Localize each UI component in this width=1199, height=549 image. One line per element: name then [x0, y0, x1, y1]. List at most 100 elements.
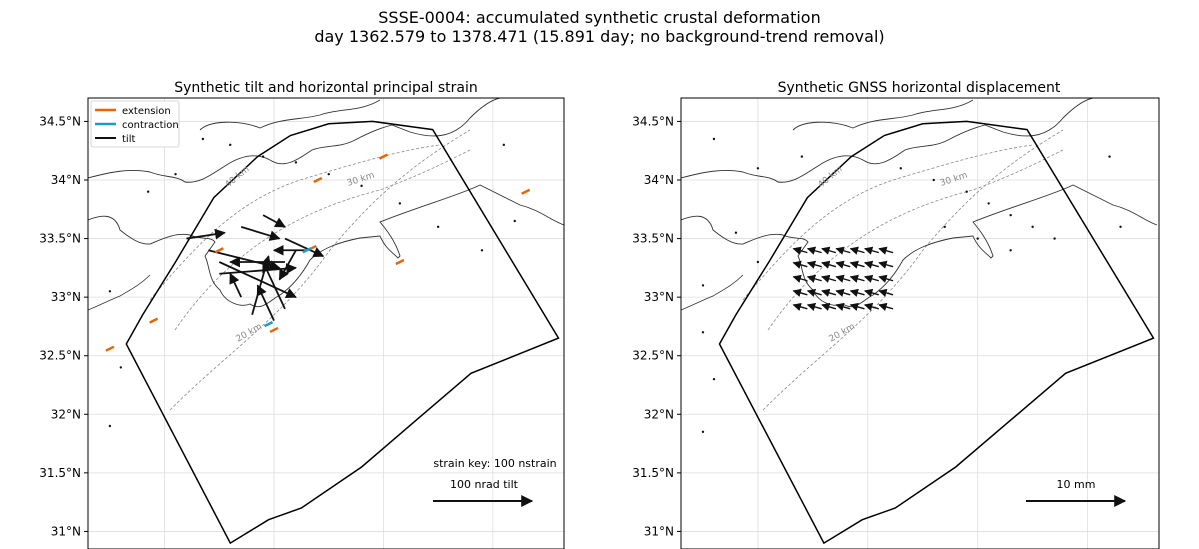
gnss-vector: [878, 246, 894, 255]
legend-tilt: tilt: [122, 134, 135, 145]
strain-bar: [269, 326, 279, 334]
y-tick-label: 32°N: [51, 407, 81, 421]
depth-contours: [742, 129, 1064, 411]
station-dot: [108, 424, 112, 428]
station-dot: [108, 290, 112, 293]
gnss-vector: [792, 274, 808, 283]
gnss-vector: [878, 274, 894, 283]
strain-bar: [149, 317, 159, 324]
gridlines: [681, 98, 1159, 549]
contour-label-40km: 40 km: [817, 164, 845, 190]
tilt-vector: [229, 272, 243, 298]
gnss-vector: [863, 288, 879, 297]
gnss-vector: [863, 246, 879, 255]
gnss-vector: [863, 260, 879, 269]
station-dot: [174, 172, 177, 176]
figure-title-line2: day 1362.579 to 1378.471 (15.891 day; no…: [314, 27, 885, 46]
coastline: [681, 98, 1158, 311]
station-dot: [398, 202, 402, 205]
station-dot: [712, 137, 716, 141]
gnss-vector: [806, 302, 822, 311]
y-tick-label: 31.5°N: [632, 466, 674, 480]
gnss-vector: [806, 288, 822, 297]
station-dot: [1031, 225, 1034, 229]
y-tick-label: 33.5°N: [39, 232, 81, 246]
station-dot: [201, 137, 205, 141]
axis-ticks: 132°E133°E134°E135°E31°N31.5°N32°N32.5°N…: [39, 114, 88, 538]
fault-polygon: [125, 120, 560, 545]
gnss-vector: [821, 302, 837, 311]
panel-gnss: Synthetic GNSS horizontal displacement 1…: [632, 80, 1160, 549]
gnss-vector: [821, 274, 837, 283]
gnss-vector: [806, 274, 822, 283]
gnss-vector: [849, 302, 865, 311]
tilt-vectors: [186, 214, 325, 321]
station-dot: [734, 231, 738, 234]
y-tick-label: 33°N: [644, 290, 674, 304]
strain-bars: [105, 153, 531, 352]
tilt-vector: [240, 225, 281, 241]
gnss-vector: [835, 302, 851, 311]
y-tick-label: 32.5°N: [39, 349, 81, 363]
y-tick-label: 34.5°N: [632, 114, 674, 128]
gnss-vector: [821, 246, 837, 255]
station-dot: [1119, 225, 1122, 229]
station-dot: [756, 260, 760, 264]
tilt-vector: [186, 228, 226, 240]
station-dot: [294, 161, 298, 164]
strain-bar: [395, 258, 405, 266]
panel-title-gnss: Synthetic GNSS horizontal displacement: [778, 80, 1061, 96]
axis-ticks: 132°E133°E134°E135°E31°N31.5°N32°N32.5°N…: [632, 114, 681, 538]
station-dot: [701, 430, 705, 434]
station-dot: [436, 225, 440, 229]
station-dot: [899, 167, 902, 170]
y-tick-label: 34°N: [51, 173, 81, 187]
y-tick-label: 31.5°N: [39, 466, 81, 480]
station-dot: [943, 225, 946, 229]
tilt-vector: [218, 261, 297, 298]
gnss-vector: [821, 288, 837, 297]
station-dot: [480, 249, 484, 252]
station-dot: [513, 219, 516, 223]
y-tick-label: 34°N: [644, 173, 674, 187]
station-dot: [932, 178, 935, 182]
fault-polygon: [718, 120, 1155, 545]
station-dot: [1009, 249, 1012, 252]
tilt-vector: [284, 237, 325, 257]
gnss-vector: [878, 260, 894, 269]
gnss-vector: [849, 246, 865, 255]
y-tick-label: 32.5°N: [632, 349, 674, 363]
station-dot: [360, 184, 363, 188]
station-dot: [119, 366, 123, 369]
contour-label-40km: 40 km: [224, 164, 252, 190]
tilt-vector: [251, 255, 272, 315]
legend-contraction: contraction: [122, 120, 179, 131]
station-dot: [756, 167, 760, 170]
station-dot: [800, 155, 804, 158]
strain-bar: [214, 247, 224, 254]
station-dot: [1108, 155, 1111, 158]
station-dots: [108, 137, 516, 428]
gnss-vector: [863, 302, 879, 311]
gnss-vector: [792, 260, 808, 269]
y-tick-label: 33.5°N: [632, 232, 674, 246]
strain-bar: [263, 320, 274, 328]
tilt-key-label: 100 nrad tilt: [450, 478, 519, 491]
station-dot: [1053, 237, 1056, 240]
gnss-vector: [835, 274, 851, 283]
station-dot: [712, 377, 716, 381]
gnss-vector: [821, 260, 837, 269]
legend: extension contraction tilt: [90, 100, 180, 148]
station-dots: [701, 137, 1122, 434]
station-dot: [261, 155, 265, 158]
station-dot: [965, 190, 968, 193]
tilt-vector: [256, 284, 275, 321]
coastline: [88, 98, 564, 311]
tilt-vector: [208, 249, 281, 271]
station-dot: [327, 172, 330, 176]
gnss-vector: [835, 288, 851, 297]
gnss-vector: [878, 302, 894, 311]
gnss-vector: [849, 288, 865, 297]
axes-frame: [87, 97, 565, 549]
